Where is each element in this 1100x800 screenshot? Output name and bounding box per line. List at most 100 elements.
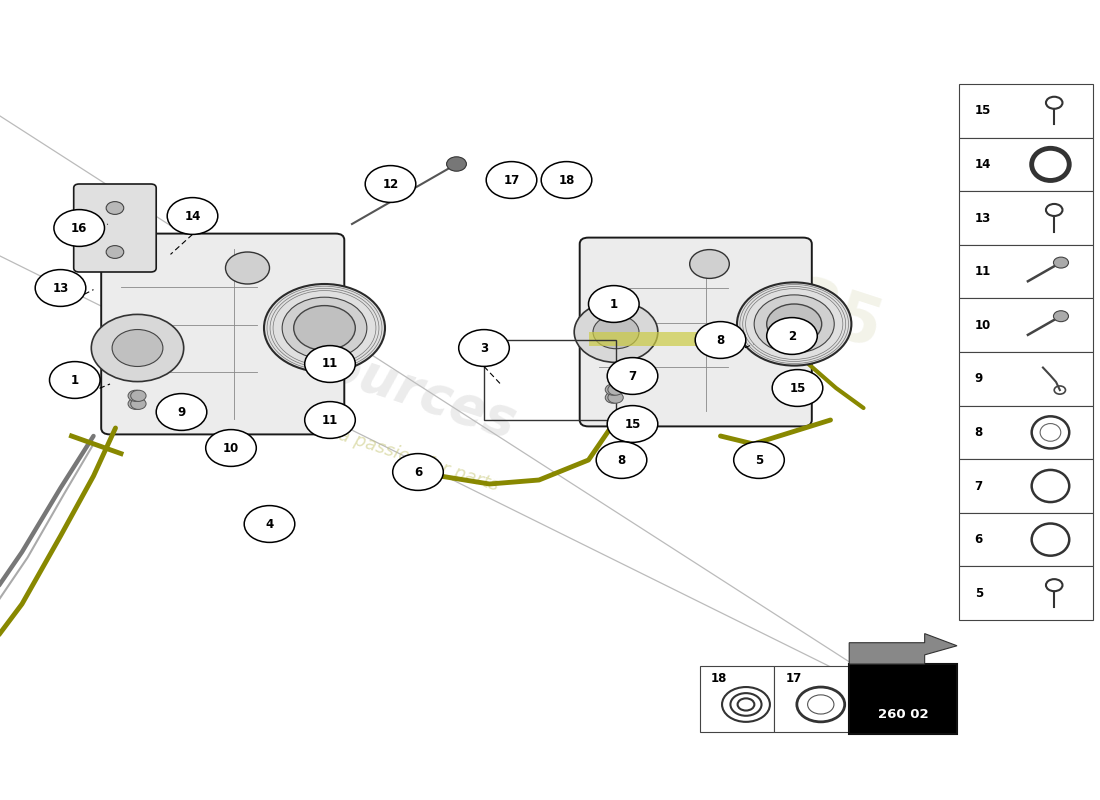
Text: 15: 15 (625, 418, 640, 430)
Text: 10: 10 (975, 318, 991, 332)
Text: 16: 16 (72, 222, 87, 234)
Text: 15: 15 (790, 382, 805, 394)
Bar (774, 666, 849, 732)
Text: 260 02: 260 02 (878, 708, 928, 721)
Circle shape (607, 358, 658, 394)
Circle shape (305, 346, 355, 382)
Circle shape (605, 392, 620, 403)
Circle shape (91, 314, 184, 382)
Circle shape (541, 162, 592, 198)
Circle shape (608, 384, 624, 395)
Bar (959, 352, 1093, 406)
Text: 14: 14 (185, 210, 200, 222)
Circle shape (244, 506, 295, 542)
Circle shape (1054, 310, 1068, 322)
Circle shape (50, 362, 100, 398)
Text: 13: 13 (975, 211, 991, 225)
Circle shape (393, 454, 443, 490)
Text: 11: 11 (975, 265, 991, 278)
Bar (700, 666, 774, 732)
Bar (588, 332, 742, 346)
Text: 18: 18 (559, 174, 574, 186)
Circle shape (365, 166, 416, 202)
Text: 8: 8 (975, 426, 983, 439)
Circle shape (596, 442, 647, 478)
Circle shape (128, 398, 143, 410)
Circle shape (574, 302, 658, 362)
Text: 6: 6 (414, 466, 422, 478)
Bar (959, 84, 1093, 138)
Circle shape (1054, 257, 1068, 268)
Text: 12: 12 (383, 178, 398, 190)
Text: 1: 1 (70, 374, 79, 386)
Text: 9: 9 (975, 372, 983, 386)
Text: eurosources: eurosources (160, 287, 522, 449)
Circle shape (737, 282, 851, 366)
Circle shape (264, 284, 385, 372)
Bar (959, 513, 1093, 566)
Bar (959, 138, 1093, 191)
Circle shape (486, 162, 537, 198)
Circle shape (106, 202, 123, 214)
Bar (959, 459, 1093, 513)
FancyBboxPatch shape (101, 234, 344, 434)
Text: 11: 11 (322, 414, 338, 426)
Text: 18: 18 (711, 672, 727, 685)
Circle shape (206, 430, 256, 466)
Text: 17: 17 (785, 672, 802, 685)
Circle shape (588, 286, 639, 322)
Text: 11: 11 (322, 358, 338, 370)
FancyBboxPatch shape (849, 664, 957, 734)
Text: 10: 10 (223, 442, 239, 454)
Circle shape (755, 295, 834, 353)
Circle shape (690, 250, 729, 278)
Text: 3: 3 (480, 342, 488, 354)
Text: 5: 5 (975, 586, 983, 600)
Text: 5: 5 (755, 454, 763, 466)
Circle shape (767, 318, 817, 354)
Circle shape (226, 252, 270, 284)
Circle shape (131, 390, 146, 402)
FancyBboxPatch shape (580, 238, 812, 426)
Text: 7: 7 (975, 479, 982, 493)
Bar (959, 298, 1093, 352)
Text: 6: 6 (975, 533, 983, 546)
Circle shape (734, 442, 784, 478)
Circle shape (156, 394, 207, 430)
Circle shape (772, 370, 823, 406)
Circle shape (605, 384, 620, 395)
Circle shape (54, 210, 104, 246)
Circle shape (131, 398, 146, 410)
Polygon shape (849, 634, 957, 664)
Circle shape (128, 390, 143, 402)
Circle shape (294, 306, 355, 350)
Circle shape (593, 315, 639, 349)
Circle shape (282, 297, 367, 358)
Text: 17: 17 (504, 174, 519, 186)
Circle shape (767, 304, 822, 344)
Bar (959, 245, 1093, 298)
Circle shape (459, 330, 509, 366)
Text: 2: 2 (788, 330, 796, 342)
Text: 15: 15 (975, 104, 991, 118)
Circle shape (447, 157, 466, 171)
Circle shape (305, 402, 355, 438)
Text: 1: 1 (609, 298, 618, 310)
Bar (959, 191, 1093, 245)
FancyBboxPatch shape (74, 184, 156, 272)
Text: 14: 14 (975, 158, 991, 171)
Bar (959, 406, 1093, 459)
Circle shape (35, 270, 86, 306)
Circle shape (695, 322, 746, 358)
Bar (959, 566, 1093, 620)
Text: 9: 9 (177, 406, 186, 418)
Text: 4: 4 (265, 518, 274, 530)
Circle shape (167, 198, 218, 234)
Circle shape (106, 246, 123, 258)
Text: a passion for parts: a passion for parts (336, 426, 500, 494)
Circle shape (608, 392, 624, 403)
Circle shape (112, 330, 163, 366)
Text: 8: 8 (716, 334, 725, 346)
Circle shape (607, 406, 658, 442)
Bar (484, 340, 616, 420)
